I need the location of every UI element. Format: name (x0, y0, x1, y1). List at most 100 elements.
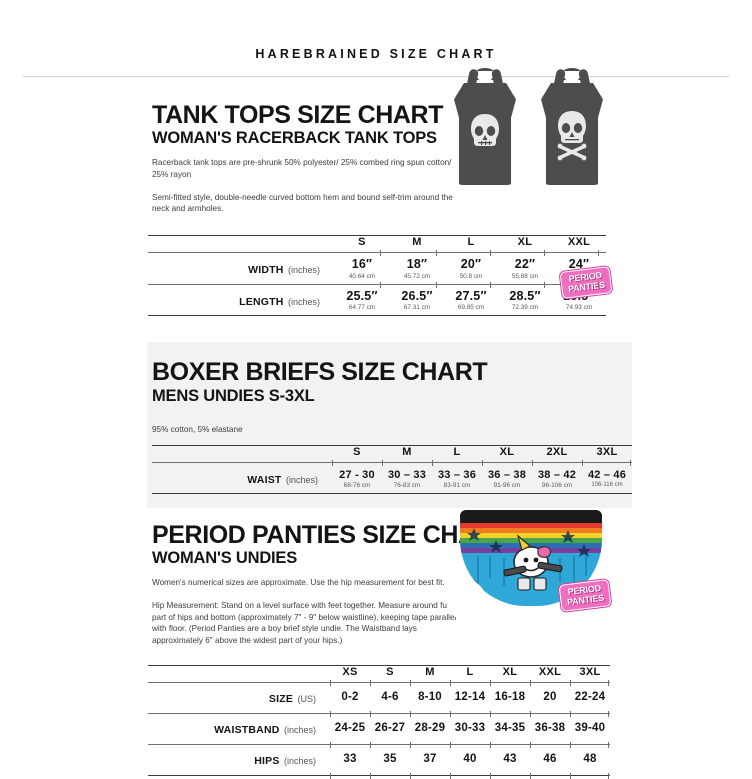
cell-value: 27.5″ (455, 288, 487, 303)
row-label-text: WIDTH (248, 264, 284, 277)
row-label-hips: HIPS (inches) (148, 745, 330, 775)
row-label-size: SIZE (US) (148, 683, 330, 713)
cell-length-l: 27.5″ 69.85 cm (444, 285, 498, 316)
cell-waist-xl: 36 – 38 91-96 cm (482, 463, 532, 493)
row-label-unit: (US) (297, 693, 317, 704)
boxer-briefs-table: S M L XL 2XL 3XL (152, 446, 632, 462)
cell-metric: 67.31 cm (403, 304, 431, 312)
table-rule-2 (148, 283, 606, 285)
cell-size-xl: 16-18 (494, 691, 526, 704)
column-header-m: M (412, 235, 422, 248)
tank-tops-row-width: WIDTH (inches) 16″ 40.64 cm 18″ 45.72 cm… (148, 253, 606, 284)
cell-value: 33 – 36 (437, 468, 477, 481)
cell-metric: 40.64 cm (348, 272, 376, 280)
period-panties-title: PERIOD PANTIES SIZE CHART (152, 521, 509, 550)
cell-metric: 72.39 cm (511, 304, 539, 312)
cell-value: 30 – 33 (387, 468, 427, 481)
table-rule-3 (148, 743, 610, 745)
row-label-text: WAIST (247, 474, 282, 487)
table-header-row: XS S M L XL XXL 3XL (148, 666, 610, 682)
tank-tops-paragraph-2: Semi-fitted style, double-needle curved … (152, 192, 453, 214)
cell-size-xs: 0-2 (341, 691, 359, 704)
period-panties-paragraph-2: Hip Measurement: Stand on a level surfac… (152, 601, 462, 646)
cell-value: 25.5″ (346, 288, 378, 303)
section-period-panties: PERIOD PANTIES SIZE CHART WOMAN'S UNDIES… (0, 508, 752, 779)
cell-metric: 45.72 cm (403, 272, 431, 280)
cell-width-l: 20″ 50.8 cm (444, 253, 498, 284)
cell-value: 42 – 46 (587, 468, 627, 481)
boxer-briefs-paragraph-1: 95% cotton, 5% elastane (152, 424, 243, 434)
tank-tops-subtitle: WOMAN'S RACERBACK TANK TOPS (152, 129, 437, 148)
cell-metric: 76-83 cm (393, 481, 421, 489)
cell-size-3xl: 22-24 (574, 691, 606, 704)
period-panties-badge-panty: PERIOD PANTIES (558, 579, 612, 613)
period-panties-row-hips: HIPS (inches) 33 35 37 40 43 46 48 (148, 745, 610, 775)
table-rule-1 (152, 462, 632, 464)
column-header-xl: XL (502, 665, 518, 678)
period-panties-subtitle: WOMAN'S UNDIES (152, 549, 298, 568)
column-header-s: S (358, 235, 366, 248)
cell-value: 18″ (406, 256, 428, 271)
cell-waistband-l: 30-33 (454, 722, 486, 735)
table-row: WAIST (inches) 27 - 30 68-76 cm 30 – 33 … (152, 463, 632, 493)
cell-waistband-3xl: 39-40 (574, 722, 606, 735)
boxer-briefs-table-wrap: S M L XL 2XL 3XL (152, 445, 632, 495)
column-header-3xl: 3XL (579, 665, 601, 678)
boxer-briefs-subtitle: MENS UNDIES S-3XL (152, 386, 315, 405)
period-panties-row-waistband: WAISTBAND (inches) 24-25 26-27 28-29 30-… (148, 714, 610, 744)
cell-waist-l: 33 – 36 83-91 cm (432, 463, 482, 493)
cell-value: 38 – 42 (537, 468, 577, 481)
column-header-xxl: XXL (538, 665, 562, 678)
cell-value: 20″ (460, 256, 482, 271)
cell-length-m: 26.5″ 67.31 cm (390, 285, 444, 316)
cell-waistband-xs: 24-25 (334, 722, 366, 735)
cell-hips-xs: 33 (343, 753, 357, 766)
row-label-unit: (inches) (285, 475, 318, 486)
corner-cell (152, 446, 332, 462)
cell-value: 24″ (568, 256, 590, 271)
row-label-unit: (inches) (283, 755, 316, 766)
period-panties-paragraph-1: Women's numerical sizes are approximate.… (152, 578, 445, 588)
row-label-unit: (inches) (287, 296, 320, 307)
cell-hips-l: 40 (463, 753, 477, 766)
row-label-length: LENGTH (inches) (148, 285, 334, 316)
page-header: HAREBRAINED SIZE CHART (0, 0, 752, 61)
cell-waist-2xl: 38 – 42 96-106 cm (532, 463, 582, 493)
table-row: WIDTH (inches) 16″ 40.64 cm 18″ 45.72 cm… (148, 253, 606, 284)
column-header-s: S (353, 446, 361, 459)
cell-width-s: 16″ 40.64 cm (334, 253, 390, 284)
cell-waist-m: 30 – 33 76-83 cm (382, 463, 432, 493)
row-label-unit: (inches) (287, 265, 320, 276)
cell-length-xl: 28.5″ 72.39 cm (498, 285, 552, 316)
row-label-width: WIDTH (inches) (148, 253, 334, 284)
column-header-xl: XL (517, 235, 533, 248)
cell-length-s: 25.5″ 64.77 cm (334, 285, 390, 316)
column-header-l: L (466, 665, 474, 678)
section-tank-tops: TANK TOPS SIZE CHART WOMAN'S RACERBACK T… (0, 68, 752, 317)
boxer-briefs-title: BOXER BRIEFS SIZE CHART (152, 358, 488, 387)
row-label-text: LENGTH (239, 295, 284, 308)
corner-cell (148, 666, 330, 682)
table-row: SIZE (US) 0-2 4-6 8-10 12-14 16-18 20 22… (148, 683, 610, 713)
cell-metric: 68-76 cm (343, 481, 371, 489)
cell-size-l: 12-14 (454, 691, 486, 704)
column-header-xs: XS (342, 665, 358, 678)
cell-value: 36 – 38 (487, 468, 527, 481)
cell-waistband-xl: 34-35 (494, 722, 526, 735)
column-header-xl: XL (499, 446, 515, 459)
cell-metric: 50.8 cm (459, 272, 483, 280)
cell-metric: 91-96 cm (493, 481, 521, 489)
table-rule-top (148, 234, 606, 236)
table-rule-2 (148, 712, 610, 714)
table-rule-1 (148, 681, 610, 683)
table-rule-top (148, 664, 610, 666)
table-row: HIPS (inches) 33 35 37 40 43 46 48 (148, 745, 610, 775)
table-rule-bottom (148, 315, 606, 317)
cell-metric: 55.88 cm (511, 272, 539, 280)
column-header-3xl: 3XL (596, 446, 618, 459)
cell-metric: 106-116 cm (591, 481, 623, 488)
cell-metric: 83-91 cm (443, 481, 471, 489)
cell-waist-s: 27 - 30 68-76 cm (332, 463, 382, 493)
page-title: HAREBRAINED SIZE CHART (255, 47, 497, 61)
